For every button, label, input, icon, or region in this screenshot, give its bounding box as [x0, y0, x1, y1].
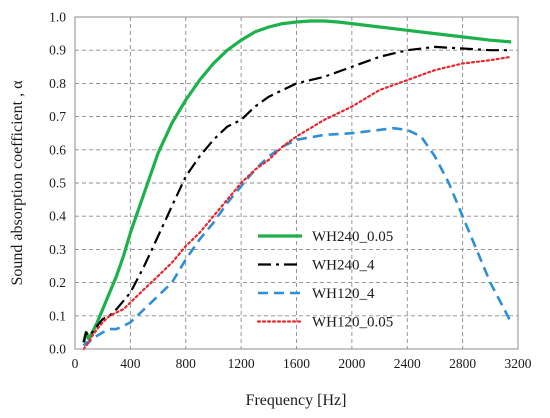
x-tick-label: 3200	[505, 356, 532, 371]
x-tick-label: 2800	[449, 356, 476, 371]
y-tick-label: 0.7	[49, 109, 66, 124]
y-tick-label: 0.9	[49, 43, 66, 58]
series-layer	[82, 19, 513, 351]
legend-label: WH120_0.05	[312, 315, 393, 331]
series-line-wh120-0-05	[82, 55, 513, 351]
y-tick-label: 0.0	[49, 342, 66, 357]
x-tick-label: 2000	[338, 356, 365, 371]
y-tick-label: 0.1	[49, 308, 66, 323]
series-line-wh240-0-05	[82, 19, 512, 343]
x-axis-title: Frequency [Hz]	[246, 392, 347, 409]
grid-layer	[75, 17, 518, 349]
y-tick-label: 0.3	[49, 242, 66, 257]
y-axis-title: Sound absorption coefficient , α	[9, 80, 26, 286]
x-tick-labels: 0 400 800 1200 1600 2000 2400 2800 3200	[72, 356, 532, 371]
y-tick-label: 0.5	[49, 176, 66, 191]
x-tick-label: 0	[72, 356, 79, 371]
series-line-wh240-4	[82, 45, 512, 343]
y-tick-label: 0.2	[49, 275, 66, 290]
y-tick-label: 0.6	[49, 142, 66, 157]
x-tick-label: 2400	[394, 356, 421, 371]
legend-label: WH240_4	[312, 258, 375, 274]
x-tick-label: 1200	[228, 356, 255, 371]
y-tick-label: 0.8	[49, 76, 66, 91]
legend-label: WH120_4	[312, 286, 375, 302]
y-tick-label: 0.4	[49, 209, 66, 224]
x-tick-label: 400	[120, 356, 141, 371]
plot-frame	[74, 16, 519, 350]
legend: WH240_0.05 WH240_4 WH120_4 WH120_0.05	[256, 229, 393, 331]
y-tick-labels: 0.0 0.1 0.2 0.3 0.4 0.5 0.6 0.7 0.8 0.9 1.0	[49, 10, 66, 357]
y-tick-label: 1.0	[49, 10, 66, 25]
series-line-wh120-4	[82, 126, 513, 347]
x-tick-label: 1600	[283, 356, 310, 371]
legend-label: WH240_0.05	[312, 229, 393, 245]
x-tick-label: 800	[176, 356, 197, 371]
